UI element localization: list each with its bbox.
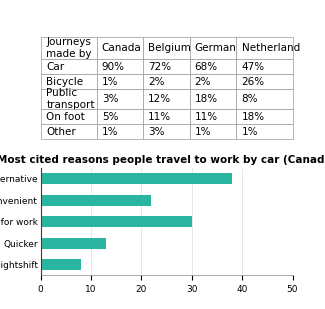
- Bar: [41, 195, 151, 205]
- Bar: [41, 238, 106, 249]
- Bar: [41, 173, 232, 184]
- Title: Most cited reasons people travel to work by car (Canada): Most cited reasons people travel to work…: [0, 155, 325, 165]
- Bar: [41, 216, 192, 227]
- Bar: [41, 259, 81, 270]
